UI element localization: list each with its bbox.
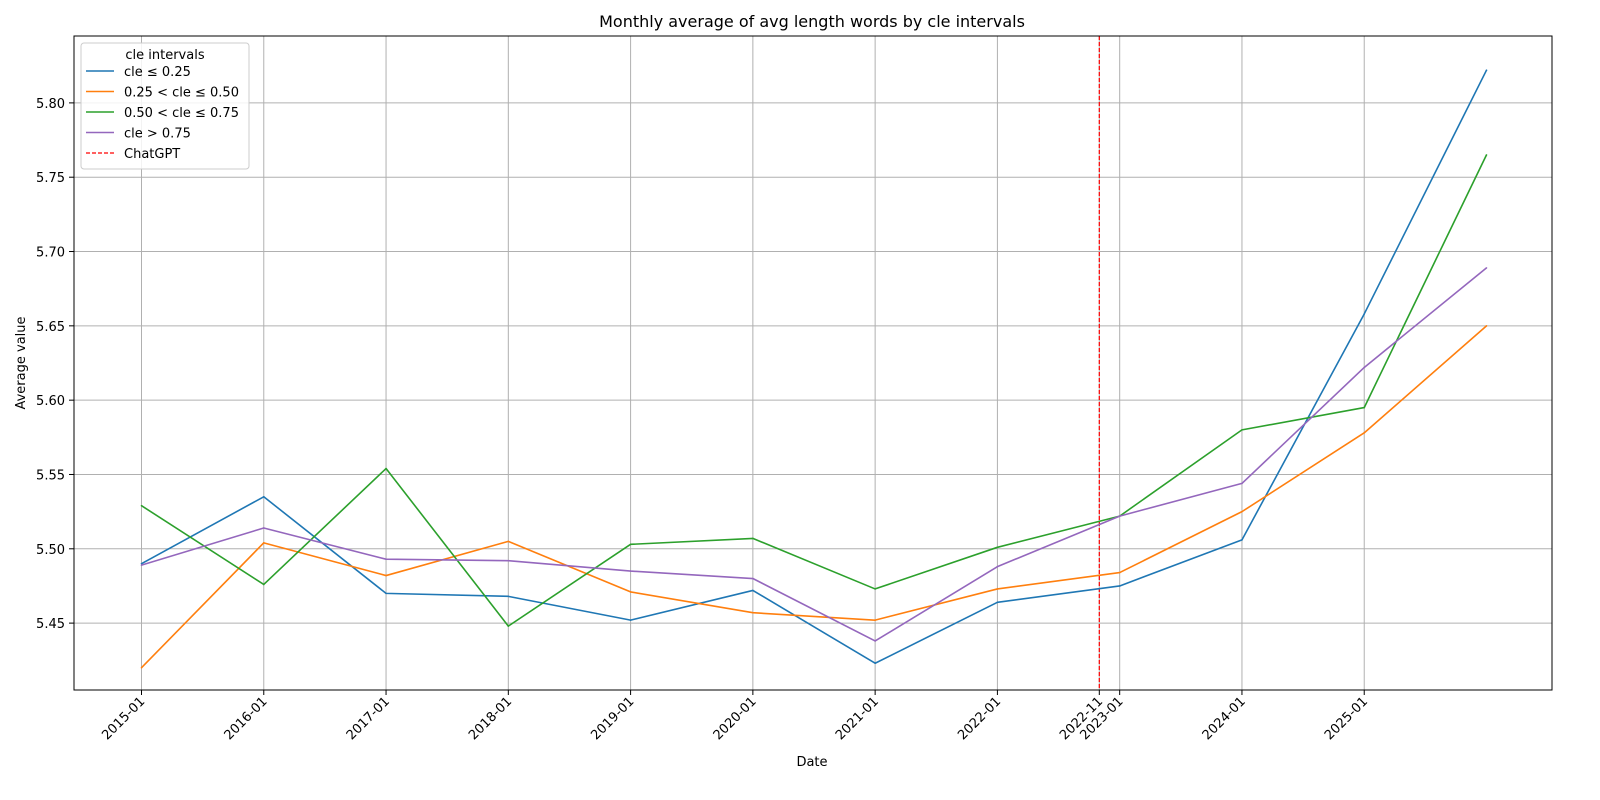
data-point	[140, 666, 143, 669]
data-point	[629, 591, 632, 593]
series-line	[140, 325, 1488, 669]
series-2	[140, 154, 1488, 627]
legend-entry-label: cle > 0.75	[124, 127, 191, 142]
data-point	[629, 543, 632, 546]
data-point	[629, 619, 632, 621]
data-point	[507, 595, 510, 598]
y-tick-label: 5.70	[36, 246, 65, 261]
data-point	[507, 540, 510, 543]
data-point	[1118, 571, 1121, 574]
data-point	[1118, 515, 1121, 517]
x-tick-label: 2019-01	[588, 694, 637, 743]
plot-area-frame	[73, 35, 1553, 691]
x-tick-label: 2021-01	[833, 694, 882, 743]
x-tick-label: 2022-01	[955, 694, 1004, 743]
data-point	[1241, 539, 1243, 541]
x-tick-label: 2016-01	[222, 694, 271, 743]
data-point	[1363, 313, 1366, 315]
data-point	[752, 589, 754, 592]
data-point	[996, 546, 999, 549]
y-axis-ticks: 5.45 5.50 5.55 5.60 5.65 5.70 5.75 5.80	[36, 97, 74, 632]
data-point	[385, 592, 387, 595]
y-axis-label: Average value	[14, 316, 29, 409]
data-point	[996, 601, 999, 604]
series-line	[141, 154, 1488, 627]
data-point	[874, 619, 876, 621]
data-point	[996, 565, 999, 568]
series-3	[140, 267, 1488, 642]
data-point	[1485, 69, 1488, 71]
data-point	[1241, 429, 1243, 431]
y-tick-label: 5.60	[36, 394, 65, 409]
data-point	[1241, 510, 1243, 513]
data-point	[752, 537, 754, 540]
x-tick-label: 2015-01	[99, 694, 148, 743]
data-point	[629, 570, 632, 572]
series-1	[140, 325, 1488, 669]
data-point	[262, 527, 265, 529]
y-tick-label: 5.80	[36, 97, 65, 112]
series-line	[141, 69, 1488, 665]
data-point	[874, 588, 876, 590]
x-tick-label: 2024-01	[1200, 694, 1249, 743]
data-point	[1485, 267, 1488, 269]
x-tick-label: 2025-01	[1322, 694, 1371, 743]
data-point	[507, 559, 510, 562]
data-point	[1118, 585, 1121, 587]
data-point	[1485, 154, 1488, 156]
data-point	[1363, 366, 1366, 369]
x-tick-label: 2018-01	[466, 694, 515, 743]
data-point	[1363, 406, 1366, 409]
y-tick-label: 5.65	[36, 320, 65, 335]
chart-title: Monthly average of avg length words by c…	[599, 12, 1025, 31]
data-point	[262, 495, 265, 498]
data-point	[752, 611, 754, 614]
series-0	[140, 69, 1488, 665]
y-tick-label: 5.75	[36, 171, 65, 186]
y-tick-label: 5.45	[36, 617, 65, 632]
x-axis-ticks: 2015-01 2016-01 2017-01 2018-01 2019-01 2020-…	[99, 690, 1371, 743]
data-point	[1363, 432, 1366, 434]
gridlines	[74, 36, 1552, 690]
y-tick-label: 5.55	[36, 468, 65, 483]
data-point	[507, 625, 510, 627]
x-tick-label: 2020-01	[711, 694, 760, 743]
legend-box	[80, 42, 250, 170]
data-point	[996, 588, 999, 590]
data-point	[262, 542, 265, 544]
data-point	[140, 564, 143, 566]
data-point	[385, 574, 387, 577]
data-point	[385, 467, 387, 470]
data-point	[874, 662, 876, 665]
data-point	[1241, 482, 1243, 485]
data-point	[874, 640, 876, 642]
legend-entry-label: 0.50 < cle ≤ 0.75	[124, 106, 239, 121]
x-tick-label: 2017-01	[344, 694, 393, 743]
legend-entry-label: cle ≤ 0.25	[124, 65, 191, 80]
x-axis-label: Date	[796, 755, 827, 770]
legend-title: cle intervals	[125, 48, 204, 63]
data-point	[1485, 325, 1488, 327]
data-point	[262, 583, 265, 586]
series-layer	[140, 69, 1488, 669]
y-tick-label: 5.50	[36, 543, 65, 558]
legend-entry-label: 0.25 < cle ≤ 0.50	[124, 86, 239, 101]
data-point	[140, 562, 143, 565]
data-point	[140, 504, 143, 507]
series-line	[141, 267, 1488, 642]
legend: cle intervals cle ≤ 0.25 0.25 < cle ≤ 0.50…	[80, 42, 250, 170]
data-point	[385, 558, 387, 560]
data-point	[752, 577, 754, 580]
legend-entry-label-chatgpt: ChatGPT	[124, 147, 180, 162]
